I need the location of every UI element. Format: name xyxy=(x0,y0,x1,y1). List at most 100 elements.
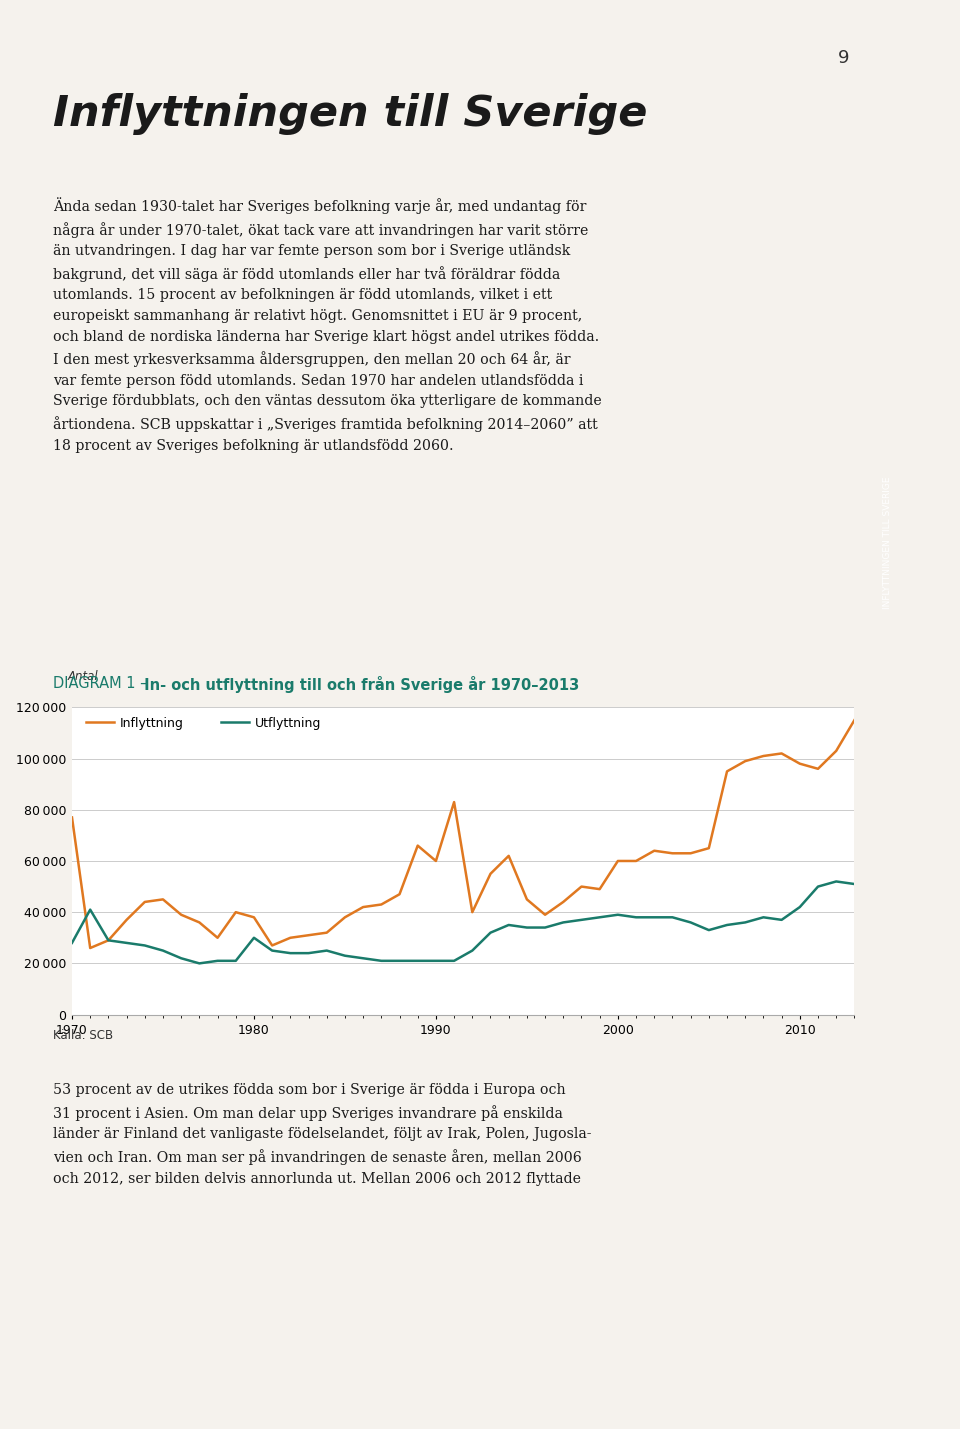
Inflyttning xyxy=(649,842,660,859)
Utflyttning xyxy=(830,873,842,890)
Inflyttning xyxy=(430,852,442,869)
Utflyttning xyxy=(631,909,642,926)
Inflyttning xyxy=(103,932,114,949)
Utflyttning xyxy=(649,909,660,926)
Legend: Inflyttning, Utflyttning: Inflyttning, Utflyttning xyxy=(86,717,322,730)
Inflyttning xyxy=(84,939,96,956)
Inflyttning xyxy=(540,906,551,923)
Inflyttning xyxy=(121,912,132,929)
Inflyttning xyxy=(339,909,350,926)
Inflyttning xyxy=(230,903,242,920)
Inflyttning xyxy=(558,893,569,910)
Inflyttning xyxy=(485,865,496,882)
Utflyttning xyxy=(540,919,551,936)
Utflyttning xyxy=(284,945,296,962)
Utflyttning xyxy=(684,915,696,932)
Utflyttning xyxy=(194,955,205,972)
Inflyttning xyxy=(776,745,787,762)
Inflyttning xyxy=(703,840,714,857)
Text: Antal: Antal xyxy=(68,670,99,683)
Inflyttning xyxy=(576,877,588,895)
Inflyttning xyxy=(721,763,732,780)
Utflyttning xyxy=(430,952,442,969)
Utflyttning xyxy=(321,942,332,959)
Inflyttning xyxy=(357,899,369,916)
Inflyttning xyxy=(302,926,314,943)
Inflyttning xyxy=(194,915,205,932)
Line: Inflyttning: Inflyttning xyxy=(72,720,854,947)
Utflyttning xyxy=(794,899,805,916)
Inflyttning xyxy=(631,852,642,869)
Utflyttning xyxy=(812,877,824,895)
Inflyttning xyxy=(849,712,860,729)
Inflyttning xyxy=(594,880,606,897)
Utflyttning xyxy=(375,952,387,969)
Text: INFLYTTNINGEN TILL SVERIGE: INFLYTTNINGEN TILL SVERIGE xyxy=(883,477,893,609)
Text: DIAGRAM 1 –: DIAGRAM 1 – xyxy=(53,676,147,690)
Inflyttning xyxy=(794,755,805,772)
Inflyttning xyxy=(394,886,405,903)
Utflyttning xyxy=(521,919,533,936)
Utflyttning xyxy=(776,912,787,929)
Utflyttning xyxy=(503,916,515,933)
Text: 9: 9 xyxy=(838,49,850,67)
Text: Ända sedan 1930-talet har Sveriges befolkning varje år, med undantag för
några å: Ända sedan 1930-talet har Sveriges befol… xyxy=(53,197,602,453)
Inflyttning xyxy=(66,809,78,826)
Text: 53 procent av de utrikes födda som bor i Sverige är födda i Europa och
31 procen: 53 procent av de utrikes födda som bor i… xyxy=(53,1083,591,1186)
Utflyttning xyxy=(121,935,132,952)
Utflyttning xyxy=(157,942,169,959)
Line: Utflyttning: Utflyttning xyxy=(72,882,854,963)
Utflyttning xyxy=(412,952,423,969)
Inflyttning xyxy=(176,906,187,923)
Utflyttning xyxy=(612,906,624,923)
Utflyttning xyxy=(103,932,114,949)
Utflyttning xyxy=(467,942,478,959)
Utflyttning xyxy=(721,916,732,933)
Text: Inflyttningen till Sverige: Inflyttningen till Sverige xyxy=(53,93,647,134)
Inflyttning xyxy=(812,760,824,777)
Utflyttning xyxy=(176,950,187,967)
Utflyttning xyxy=(739,915,751,932)
Utflyttning xyxy=(139,937,151,955)
Inflyttning xyxy=(503,847,515,865)
Utflyttning xyxy=(485,925,496,942)
Utflyttning xyxy=(266,942,277,959)
Utflyttning xyxy=(84,902,96,919)
Inflyttning xyxy=(266,937,277,955)
Inflyttning xyxy=(412,837,423,855)
Utflyttning xyxy=(230,952,242,969)
Inflyttning xyxy=(666,845,678,862)
Utflyttning xyxy=(302,945,314,962)
Inflyttning xyxy=(448,793,460,810)
Text: Källa: SCB: Källa: SCB xyxy=(53,1029,113,1042)
Inflyttning xyxy=(830,742,842,759)
Inflyttning xyxy=(684,845,696,862)
Inflyttning xyxy=(467,903,478,920)
Utflyttning xyxy=(212,952,224,969)
Inflyttning xyxy=(321,925,332,942)
Utflyttning xyxy=(576,912,588,929)
Utflyttning xyxy=(594,909,606,926)
Utflyttning xyxy=(757,909,769,926)
Inflyttning xyxy=(375,896,387,913)
Inflyttning xyxy=(757,747,769,765)
Utflyttning xyxy=(357,950,369,967)
Utflyttning xyxy=(558,915,569,932)
Inflyttning xyxy=(249,909,260,926)
Utflyttning xyxy=(339,947,350,965)
Inflyttning xyxy=(284,929,296,946)
Text: In- och utflyttning till och från Sverige år 1970–2013: In- och utflyttning till och från Sverig… xyxy=(139,676,580,693)
Inflyttning xyxy=(212,929,224,946)
Inflyttning xyxy=(612,852,624,869)
Inflyttning xyxy=(157,890,169,907)
Utflyttning xyxy=(666,909,678,926)
Utflyttning xyxy=(66,935,78,952)
Utflyttning xyxy=(703,922,714,939)
Inflyttning xyxy=(139,893,151,910)
Utflyttning xyxy=(849,876,860,893)
Utflyttning xyxy=(394,952,405,969)
Inflyttning xyxy=(521,890,533,907)
Inflyttning xyxy=(739,753,751,770)
Utflyttning xyxy=(448,952,460,969)
Utflyttning xyxy=(249,929,260,946)
